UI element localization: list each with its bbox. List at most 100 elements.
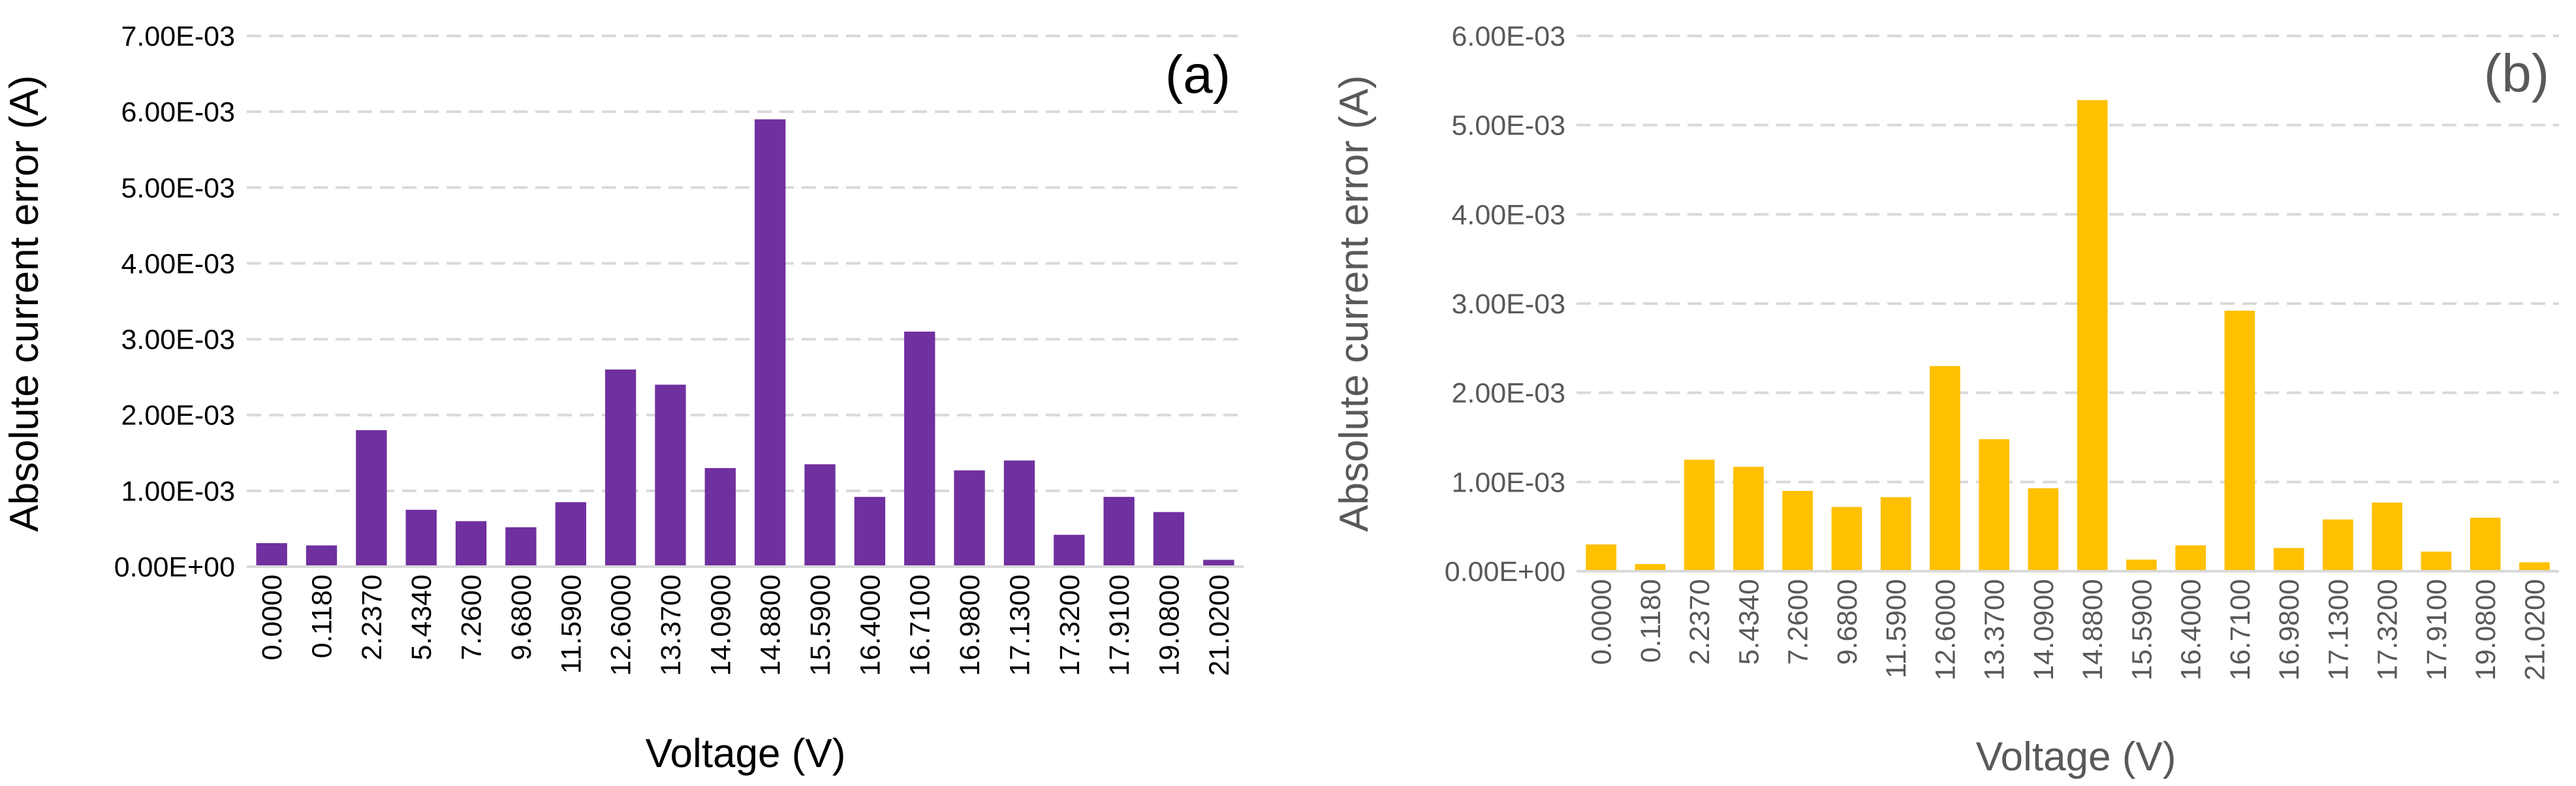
bar-0.0000 xyxy=(256,542,287,567)
y-tick-label: 4.00E-03 xyxy=(1451,199,1565,230)
x-tick-label: 14.0900 xyxy=(705,574,736,676)
x-tick-label: 9.6800 xyxy=(1832,579,1863,665)
bar-0.0000 xyxy=(1586,544,1616,571)
bar-13.3700 xyxy=(1979,439,2009,571)
bar-15.5900 xyxy=(2126,559,2157,571)
y-tick-label: 0.00E+00 xyxy=(114,552,235,583)
bar-15.5900 xyxy=(804,464,836,567)
bar-2.2370 xyxy=(1684,460,1715,571)
bar-14.0900 xyxy=(704,468,736,567)
bar-14.0900 xyxy=(2028,488,2059,571)
bar-9.6800 xyxy=(505,527,537,567)
x-tick-label: 5.4340 xyxy=(406,574,437,661)
bar-16.7100 xyxy=(904,331,935,567)
x-tick-label: 5.4340 xyxy=(1733,579,1765,665)
y-tick-label: 0.00E+00 xyxy=(1445,556,1565,588)
x-tick-label: 15.5900 xyxy=(805,574,836,676)
bar-16.7100 xyxy=(2224,310,2255,571)
x-tick-label: 16.9800 xyxy=(2274,579,2305,680)
x-tick-label: 13.3700 xyxy=(1979,579,2011,680)
bar-14.8800 xyxy=(755,119,786,567)
bar-7.2600 xyxy=(455,521,487,567)
x-tick-label: 14.8800 xyxy=(755,574,787,676)
x-tick-label: 19.0800 xyxy=(1154,574,1185,676)
x-tick-label: 11.5900 xyxy=(1881,579,1912,678)
bar-21.0200 xyxy=(1203,559,1234,567)
chart-b: 0.00E+00 1.00E-03 2.00E-03 3.00E-03 4.00E-03… xyxy=(1332,21,2559,779)
x-tick-label: 21.0200 xyxy=(2519,579,2551,680)
bar-16.9800 xyxy=(2273,548,2304,571)
x-tick-label: 7.2600 xyxy=(1783,579,1814,665)
panel-label: (b) xyxy=(2484,44,2549,103)
bar-19.0800 xyxy=(1153,512,1185,567)
x-tick-label: 17.3200 xyxy=(2372,579,2404,680)
y-tick-label: 2.00E-03 xyxy=(121,400,235,432)
bar-9.6800 xyxy=(1831,507,1862,571)
bar-5.4340 xyxy=(405,509,437,567)
x-tick-label: 17.9100 xyxy=(1104,574,1135,676)
y-tick-label: 1.00E-03 xyxy=(121,476,235,507)
y-tick-label: 7.00E-03 xyxy=(121,21,235,52)
x-tick-label: 14.8800 xyxy=(2077,579,2109,680)
x-tick-label: 0.1180 xyxy=(307,574,338,658)
x-tick-label: 16.4000 xyxy=(855,574,886,676)
x-tick-label: 16.4000 xyxy=(2176,579,2207,680)
x-tick-label: 0.0000 xyxy=(257,574,288,661)
x-tick-label: 19.0800 xyxy=(2470,579,2502,680)
bar-2.2370 xyxy=(356,430,387,567)
bar-17.3200 xyxy=(1054,535,1085,567)
x-tick-label: 17.3200 xyxy=(1054,574,1086,676)
y-tick-label: 3.00E-03 xyxy=(121,324,235,356)
x-tick-label: 12.6000 xyxy=(1930,579,1961,680)
y-axis-title: Absolute current error (A) xyxy=(2,75,47,531)
x-tick-label: 7.2600 xyxy=(456,574,488,661)
y-tick-label: 1.00E-03 xyxy=(1451,467,1565,498)
x-tick-label: 17.1300 xyxy=(1004,574,1035,676)
x-tick-label: 21.0200 xyxy=(1204,574,1235,676)
y-tick-label: 6.00E-03 xyxy=(1451,21,1565,52)
bar-17.9100 xyxy=(2421,551,2452,571)
x-tick-label: 2.2370 xyxy=(1684,579,1716,665)
bar-17.1300 xyxy=(2323,519,2353,571)
bar-7.2600 xyxy=(1782,491,1813,571)
bar-16.9800 xyxy=(954,470,985,567)
x-axis-title: Voltage (V) xyxy=(1976,734,2176,779)
bar-16.4000 xyxy=(2175,545,2206,571)
bar-14.8800 xyxy=(2077,100,2108,571)
bar-17.9100 xyxy=(1103,497,1135,567)
x-tick-label: 16.9800 xyxy=(954,574,986,676)
bar-17.3200 xyxy=(2372,502,2402,571)
y-tick-label: 4.00E-03 xyxy=(121,248,235,279)
x-tick-label: 16.7100 xyxy=(905,574,936,676)
y-tick-label: 5.00E-03 xyxy=(1451,110,1565,142)
bar-0.1180 xyxy=(306,545,338,567)
bar-19.0800 xyxy=(2470,518,2501,571)
x-tick-label: 17.1300 xyxy=(2323,579,2354,680)
x-tick-label: 11.5900 xyxy=(556,574,587,674)
panel-label: (a) xyxy=(1165,45,1231,104)
y-tick-label: 5.00E-03 xyxy=(121,172,235,204)
y-tick-label: 3.00E-03 xyxy=(1451,289,1565,320)
bar-16.4000 xyxy=(854,497,886,567)
y-axis-title: Absolute current error (A) xyxy=(1332,75,1377,531)
chart-a: 0.00E+00 1.00E-03 2.00E-03 3.00E-03 4.00E-03… xyxy=(2,21,1244,776)
bar-17.1300 xyxy=(1003,460,1035,567)
x-tick-label: 2.2370 xyxy=(356,574,388,661)
y-tick-label: 6.00E-03 xyxy=(121,97,235,128)
x-tick-label: 9.6800 xyxy=(506,574,537,661)
bar-0.1180 xyxy=(1635,564,1666,571)
bar-13.3700 xyxy=(655,385,686,567)
bar-11.5900 xyxy=(555,502,586,567)
x-tick-label: 16.7100 xyxy=(2225,579,2256,680)
bar-5.4340 xyxy=(1733,467,1764,571)
x-tick-label: 15.5900 xyxy=(2126,579,2158,680)
bar-11.5900 xyxy=(1880,497,1911,571)
x-tick-label: 13.3700 xyxy=(655,574,687,676)
bar-21.0200 xyxy=(2519,562,2550,571)
bar-12.6000 xyxy=(605,369,636,567)
x-tick-label: 12.6000 xyxy=(606,574,637,676)
x-tick-label: 14.0900 xyxy=(2028,579,2060,680)
x-tick-label: 17.9100 xyxy=(2421,579,2453,680)
x-tick-label: 0.1180 xyxy=(1635,579,1667,663)
